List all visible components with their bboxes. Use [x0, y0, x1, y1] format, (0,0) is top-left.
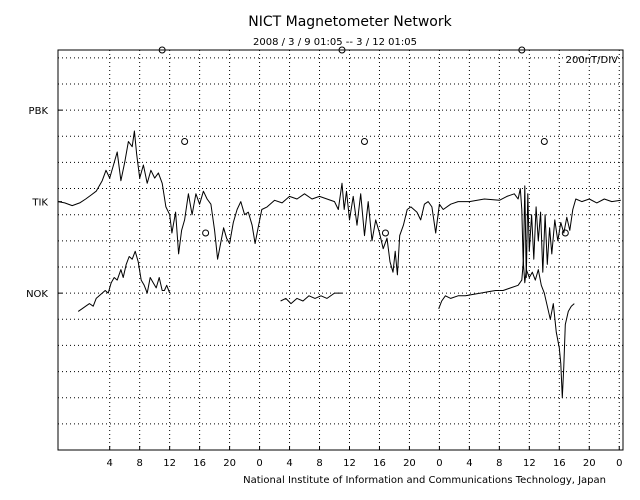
scale-label: 200nT/DIV: [566, 55, 619, 66]
noon-marker: [381, 229, 389, 237]
grid: [58, 50, 623, 451]
noon-marker: [360, 138, 368, 146]
x-tick-label: 8: [316, 458, 322, 469]
series-line-nok: [280, 292, 342, 305]
station-label-pbk: PBK: [29, 106, 49, 117]
x-tick-label: 8: [496, 458, 502, 469]
station-label-tik: TIK: [31, 198, 48, 209]
noon-marker: [181, 138, 189, 146]
chart-title: NICT Magnetometer Network: [248, 14, 452, 30]
x-tick-label: 4: [286, 458, 292, 469]
x-tick-label: 16: [373, 458, 386, 469]
x-tick-label: 12: [343, 458, 356, 469]
series: [57, 130, 621, 399]
noon-marker: [540, 138, 548, 146]
x-tick-label: 12: [523, 458, 536, 469]
x-tick-label: 16: [193, 458, 206, 469]
x-tick-label: 4: [107, 458, 113, 469]
x-axis-ticks: 4 8 12 16 20 0 4 8 12 16 20 0 4 8 12 16 20 0: [107, 446, 622, 469]
noon-markers: [158, 46, 569, 237]
plot-frame: [57, 49, 624, 451]
noon-marker: [561, 229, 569, 237]
x-tick-label: 16: [553, 458, 566, 469]
series-line-nok: [438, 261, 575, 399]
station-label-nok: NOK: [26, 289, 48, 300]
noon-marker: [518, 46, 526, 54]
x-tick-label: 4: [466, 458, 472, 469]
x-tick-label: 8: [136, 458, 142, 469]
x-tick-label: 20: [223, 458, 236, 469]
noon-marker: [158, 46, 166, 54]
chart-subtitle: 2008 / 3 / 9 01:05 -- 3 / 12 01:05: [253, 37, 417, 48]
noon-marker: [202, 229, 210, 237]
noon-marker: [338, 46, 346, 54]
footer-credit: National Institute of Information and Co…: [243, 475, 606, 486]
x-tick-label: 0: [616, 458, 622, 469]
x-tick-label: 20: [403, 458, 416, 469]
x-tick-label: 20: [583, 458, 596, 469]
series-line-tik: [57, 130, 621, 278]
x-tick-label: 12: [163, 458, 176, 469]
series-line-nok: [77, 250, 171, 312]
x-tick-label: 0: [256, 458, 262, 469]
x-tick-label: 0: [436, 458, 442, 469]
